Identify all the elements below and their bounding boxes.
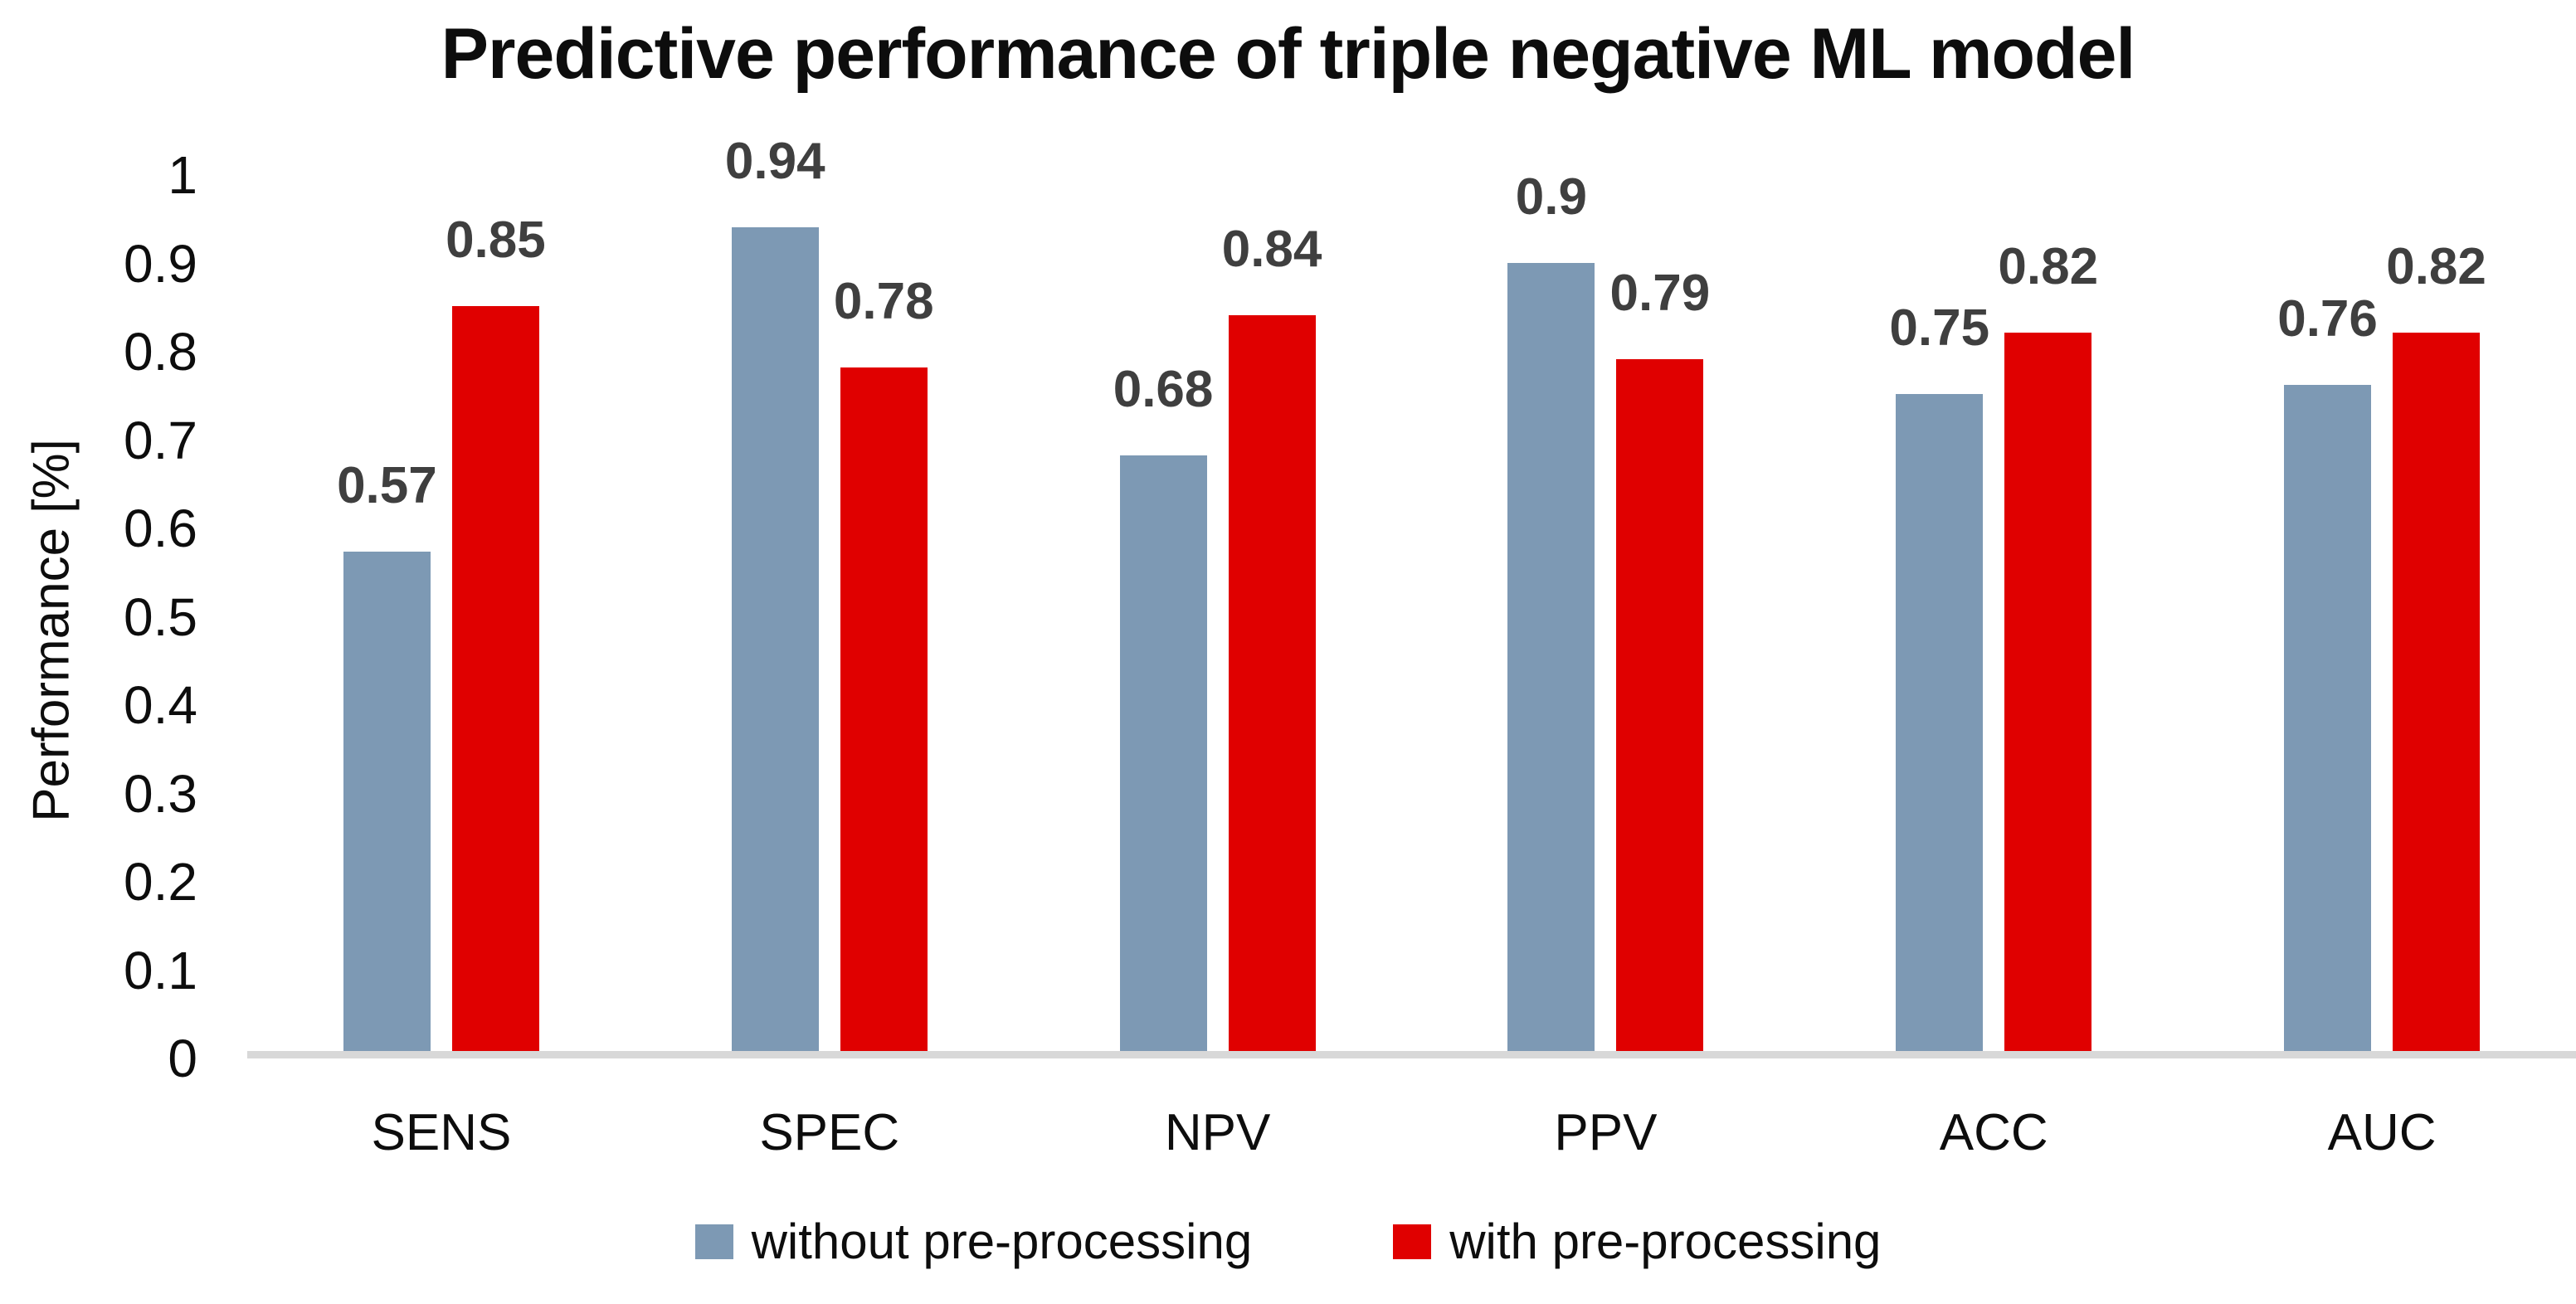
bar-value-label: 0.78 bbox=[833, 273, 934, 331]
y-tick-label: 0.2 bbox=[124, 852, 197, 912]
bar-value-label: 0.57 bbox=[337, 457, 437, 515]
x-tick-label-spec: SPEC bbox=[759, 1104, 900, 1161]
bar-auc-with: 0.82 bbox=[2386, 241, 2486, 1051]
legend-swatch-icon bbox=[694, 1224, 733, 1259]
y-tick-label: 1 bbox=[168, 145, 197, 205]
legend-item: with pre-processing bbox=[1393, 1213, 1881, 1270]
bar-value-label: 0.68 bbox=[1113, 360, 1214, 418]
y-tick-label: 0.4 bbox=[124, 675, 197, 735]
bar-group-ppv: 0.9 0.79 bbox=[1411, 171, 1799, 1051]
bar-acc-with: 0.82 bbox=[1998, 241, 2098, 1051]
y-tick-label: 0.8 bbox=[124, 322, 197, 382]
y-tick-label: 0.3 bbox=[124, 763, 197, 824]
x-tick-label-ppv: PPV bbox=[1554, 1104, 1658, 1161]
x-tick-label-auc: AUC bbox=[2327, 1104, 2437, 1161]
bar-ppv-without: 0.9 bbox=[1507, 171, 1595, 1051]
y-tick-label: 0.1 bbox=[124, 940, 197, 1000]
bar-group-auc: 0.76 0.82 bbox=[2188, 175, 2576, 1051]
bar-group-npv: 0.68 0.84 bbox=[1024, 175, 1412, 1051]
bar-value-label: 0.94 bbox=[724, 133, 825, 191]
bar-acc-without: 0.75 bbox=[1889, 303, 1989, 1051]
bar-spec-with: 0.78 bbox=[834, 276, 934, 1051]
legend-label: without pre-processing bbox=[751, 1214, 1253, 1269]
bar-sens-without: 0.57 bbox=[337, 460, 437, 1051]
bar-value-label: 0.79 bbox=[1609, 264, 1711, 322]
x-tick-label-npv: NPV bbox=[1164, 1104, 1271, 1161]
bar-value-label: 0.84 bbox=[1221, 220, 1322, 278]
legend-item: without pre-processing bbox=[694, 1213, 1253, 1270]
bar-value-label: 0.85 bbox=[446, 212, 546, 270]
y-tick-label: 0 bbox=[168, 1029, 197, 1088]
legend-swatch-icon bbox=[1393, 1224, 1432, 1259]
y-tick-label: 0.5 bbox=[124, 586, 197, 647]
bar-value-label: 0.76 bbox=[2277, 290, 2378, 348]
legend-label: with pre-processing bbox=[1449, 1214, 1882, 1269]
bar-group-spec: 0.94 0.78 bbox=[635, 136, 1024, 1051]
bar-group-acc: 0.75 0.82 bbox=[1799, 175, 2188, 1051]
x-tick-label-sens: SENS bbox=[371, 1104, 512, 1161]
bar-auc-without: 0.76 bbox=[2277, 294, 2378, 1051]
bar-value-label: 0.75 bbox=[1889, 299, 1990, 357]
bar-value-label: 0.9 bbox=[1515, 168, 1587, 226]
x-axis-labels: SENS SPEC NPV PPV ACC AUC bbox=[247, 1103, 2576, 1162]
chart-title: Predictive performance of triple negativ… bbox=[441, 14, 2136, 94]
y-tick-label: 0.9 bbox=[124, 233, 197, 294]
y-tick-label: 0.6 bbox=[124, 499, 197, 558]
bar-sens-with: 0.85 bbox=[446, 215, 546, 1051]
bar-groups: 0.57 0.85 0.94 0.78 0.68 0.84 0.9 0.79 0.75 0.82 0… bbox=[247, 136, 2576, 1051]
y-tick-label: 0.7 bbox=[124, 410, 197, 470]
bar-value-label: 0.82 bbox=[2386, 238, 2486, 296]
bar-npv-without: 0.68 bbox=[1113, 363, 1213, 1051]
bar-group-sens: 0.57 0.85 bbox=[247, 175, 635, 1051]
plot-area: 0.57 0.85 0.94 0.78 0.68 0.84 0.9 0.79 0.75 0.82 0… bbox=[247, 136, 2576, 1058]
bar-value-label: 0.82 bbox=[1998, 238, 2099, 296]
legend: without pre-processing with pre-processin… bbox=[0, 1213, 2576, 1270]
bar-ppv-with: 0.79 bbox=[1610, 267, 1710, 1051]
x-tick-label-acc: ACC bbox=[1939, 1104, 2048, 1161]
bar-spec-without: 0.94 bbox=[725, 136, 825, 1051]
bar-npv-with: 0.84 bbox=[1222, 223, 1322, 1051]
